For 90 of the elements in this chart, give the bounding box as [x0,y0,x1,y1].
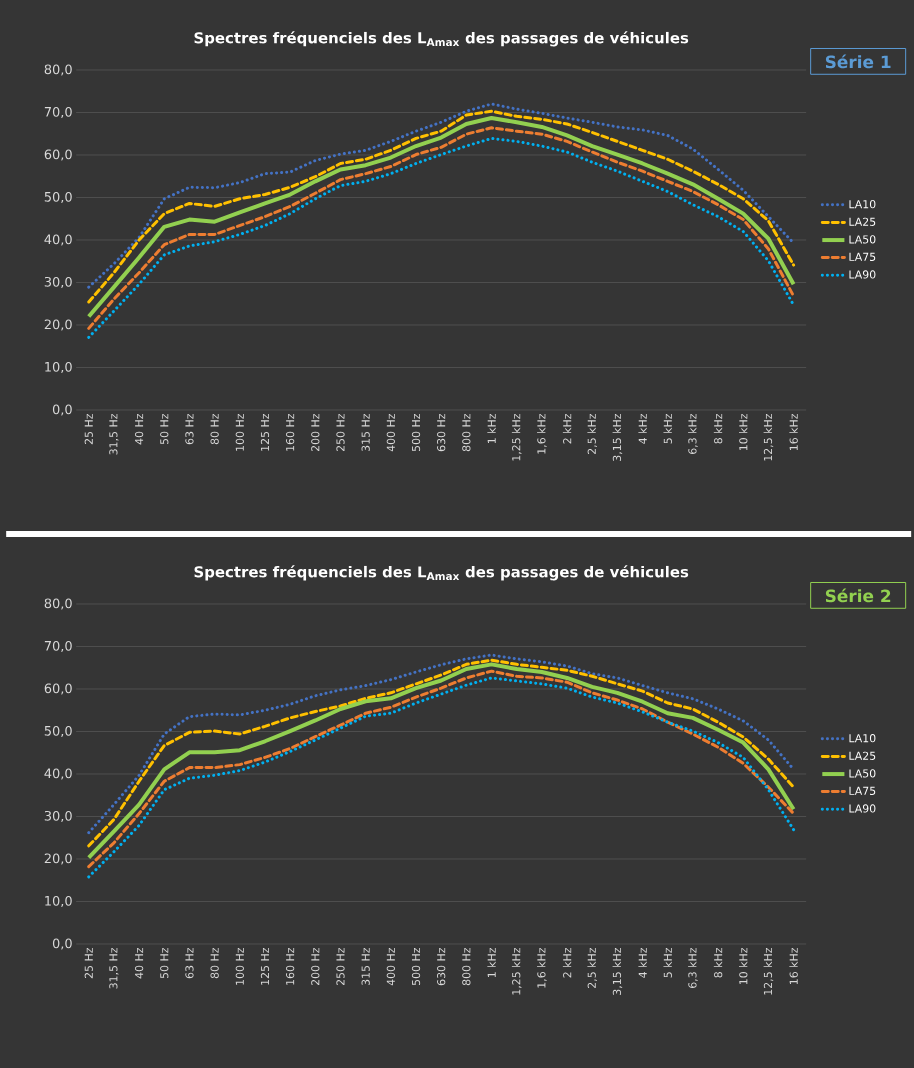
x-tick-label: 250 Hz [336,414,345,452]
x-tick-label: 3,15 kHz [612,948,623,995]
legend-label: LA50 [849,235,876,244]
y-tick-label: 0,0 [52,404,72,416]
y-tick-label: 60,0 [44,683,72,695]
x-tick-label: 2,5 kHz [587,413,597,454]
x-tick-label: 31,5 Hz [109,948,119,989]
x-tick-label: 1,25 kHz [511,414,522,461]
x-tick-label: 80 Hz [210,413,219,445]
x-tick-label: 12,5 kHz [763,948,774,995]
x-tick-label: 4 kHz [638,948,647,978]
x-tick-label: 100 Hz [235,948,244,985]
x-tick-label: 8 kHz [713,948,723,978]
y-tick-label: 80,0 [44,598,72,610]
y-tick-label: 60,0 [44,149,72,161]
x-tick-label: 1 kHz [487,413,496,444]
x-tick-label: 50 Hz [160,948,169,979]
x-tick-label: 125 Hz [260,948,270,985]
x-tick-label: 6,3 kHz [688,948,698,988]
x-tick-label: 50 Hz [160,413,169,445]
x-tick-label: 160 Hz [285,948,295,985]
y-tick-label: 70,0 [44,640,72,653]
x-tick-label: 315 Hz [361,414,370,452]
x-tick-label: 63 Hz [185,948,194,979]
legend-label: LA75 [849,252,876,261]
x-tick-label: 63 Hz [185,413,194,445]
x-tick-label: 630 Hz [436,948,446,986]
y-tick-label: 20,0 [44,319,72,331]
x-tick-label: 40 Hz [134,948,144,979]
x-tick-label: 1,25 kHz [511,948,522,995]
x-tick-label: 500 Hz [411,948,421,986]
x-tick-label: 1,6 kHz [536,413,547,454]
x-tick-label: 200 Hz [311,414,320,452]
x-tick-label: 800 Hz [462,948,471,986]
x-tick-label: 2,5 kHz [587,948,597,988]
x-tick-label: 80 Hz [210,948,219,979]
y-tick-label: 30,0 [44,276,72,289]
chart-title: Spectres fréquenciels des L$_{Amax}$ des passages de véhicules [194,31,689,47]
legend-label: LA25 [849,217,876,226]
legend-label: LA10 [849,200,876,209]
x-tick-label: 250 Hz [336,948,345,986]
legend-label: LA25 [849,751,876,760]
x-tick-label: 31,5 Hz [109,413,119,455]
y-tick-label: 50,0 [44,725,72,738]
x-tick-label: 315 Hz [361,948,370,986]
y-tick-label: 30,0 [44,810,72,823]
x-tick-label: 630 Hz [436,414,446,452]
y-tick-label: 70,0 [44,106,72,119]
x-tick-label: 6,3 kHz [688,413,698,454]
x-tick-label: 100 Hz [235,414,244,451]
legend-label: LA90 [849,804,876,813]
y-tick-label: 10,0 [45,361,72,374]
legend-label: LA90 [849,270,876,279]
legend-label: LA75 [849,786,876,796]
y-tick-label: 80,0 [44,64,72,76]
legend-label: LA50 [849,769,876,778]
y-tick-label: 20,0 [44,853,72,865]
x-tick-label: 5 kHz [663,413,672,444]
x-tick-label: 40 Hz [134,413,144,445]
x-tick-label: 8 kHz [713,413,723,444]
x-tick-label: 1 kHz [487,948,496,978]
legend-label: LA10 [849,734,876,743]
x-tick-label: 3,15 kHz [612,414,623,461]
x-tick-label: 400 Hz [386,414,395,452]
x-tick-label: 4 kHz [638,413,647,444]
y-tick-label: 50,0 [44,191,72,204]
text: Série 2 [825,588,891,603]
x-tick-label: 10 kHz [738,948,748,985]
x-tick-label: 5 kHz [663,948,672,978]
y-tick-label: 40,0 [44,768,72,780]
x-tick-label: 2 kHz [562,948,572,978]
x-tick-label: 500 Hz [411,414,421,452]
x-tick-label: 10 kHz [738,413,748,451]
x-tick-label: 400 Hz [386,948,395,986]
x-tick-label: 1,6 kHz [536,948,547,988]
x-tick-label: 125 Hz [260,414,270,451]
chart-title: Spectres fréquenciels des L$_{Amax}$ des passages de véhicules [194,565,689,581]
x-tick-label: 25 Hz [84,948,93,979]
x-tick-label: 2 kHz [562,413,572,444]
y-tick-label: 0,0 [52,938,72,950]
x-tick-label: 25 Hz [84,413,93,445]
y-tick-label: 40,0 [44,234,72,246]
x-tick-label: 800 Hz [462,414,471,452]
x-tick-label: 16 kHz [789,948,798,985]
x-tick-label: 16 kHz [789,413,798,451]
x-tick-label: 200 Hz [311,948,320,986]
x-tick-label: 160 Hz [285,414,295,451]
x-tick-label: 12,5 kHz [763,414,774,461]
y-tick-label: 10,0 [45,895,72,908]
text: Série 1 [825,54,891,69]
